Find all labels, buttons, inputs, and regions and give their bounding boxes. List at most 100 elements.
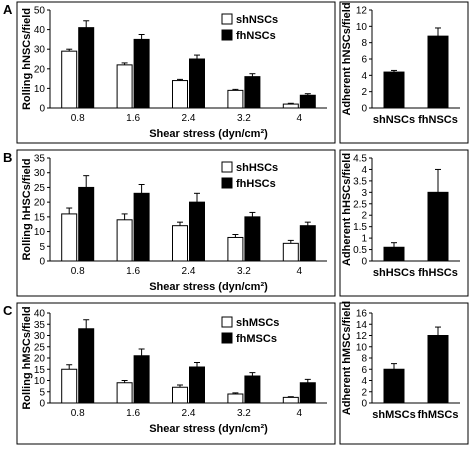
y-tick-label: 25 xyxy=(34,342,46,353)
bar-fhnscs xyxy=(133,38,150,109)
y-axis-label: Adherent hMSCs/field xyxy=(341,301,353,415)
y-tick-label: 6 xyxy=(361,55,367,66)
legend-label-fhhscs: fhHSCs xyxy=(236,178,276,190)
bar-fhhscs xyxy=(133,192,150,262)
legend-swatch-fhmscs xyxy=(221,332,233,344)
x-tick-label: 4 xyxy=(297,113,303,124)
panel-frame-left xyxy=(16,302,336,445)
y-tick-label: 0 xyxy=(361,104,367,115)
x-tick-label: 4 xyxy=(297,408,303,419)
bar-fhmscs xyxy=(133,355,150,404)
bar-shhscs xyxy=(116,219,133,262)
y-tick-label: 10 xyxy=(34,84,46,95)
legend-label-shnscs: shNSCs xyxy=(236,14,278,26)
bar-fhnscs xyxy=(299,94,316,109)
y-tick-label: 0 xyxy=(39,399,45,410)
y-tick-label: 3 xyxy=(361,188,367,199)
bar-shhscs xyxy=(61,213,78,262)
y-tick-label: 0 xyxy=(361,399,367,410)
bar-shnscs xyxy=(227,89,244,109)
y-axis-label: Rolling hMSCs/field xyxy=(21,306,33,409)
y-tick-label: 0.5 xyxy=(353,245,367,256)
x-tick-label: 1.6 xyxy=(126,408,140,419)
x-axis-label: Shear stress (dyn/cm²) xyxy=(149,281,268,293)
legend-swatch-shnscs xyxy=(221,13,233,25)
y-tick-label: 0 xyxy=(39,104,45,115)
x-tick-label: 0.8 xyxy=(71,113,85,124)
panel-frame-right xyxy=(339,1,469,144)
bar-shmscs xyxy=(383,368,405,404)
panel-label-a: A xyxy=(3,2,13,17)
bar-fhmscs xyxy=(244,375,261,404)
bar-fhnscs xyxy=(244,76,261,109)
y-tick-label: 40 xyxy=(34,309,46,320)
y-tick-label: 2 xyxy=(361,387,367,398)
y-tick-label: 4.5 xyxy=(353,154,367,165)
y-axis-label: Rolling hNSCs/field xyxy=(21,8,33,110)
y-tick-label: 14 xyxy=(356,320,368,331)
y-tick-label: 2.5 xyxy=(353,199,367,210)
y-tick-label: 3.5 xyxy=(353,176,367,187)
y-tick-label: 15 xyxy=(34,212,46,223)
bar-fhhscs xyxy=(299,225,316,262)
legend-label-fhmscs: fhMSCs xyxy=(236,333,277,345)
x-tick-label: 3.2 xyxy=(237,113,251,124)
y-tick-label: 30 xyxy=(34,168,46,179)
y-tick-label: 35 xyxy=(34,320,46,331)
x-tick-label: shMSCs xyxy=(372,409,415,421)
bar-fhmscs xyxy=(299,382,316,404)
y-tick-label: 2 xyxy=(361,87,367,98)
bar-fhhscs xyxy=(189,201,205,262)
y-tick-label: 10 xyxy=(356,22,368,33)
y-tick-label: 15 xyxy=(34,365,46,376)
legend-swatch-fhnscs xyxy=(221,29,233,41)
bar-shhscs xyxy=(383,246,405,262)
bar-fhnscs xyxy=(78,27,95,109)
y-tick-label: 6 xyxy=(361,365,367,376)
bar-fhmscs xyxy=(78,328,95,404)
legend-label-shhscs: shHSCs xyxy=(236,162,278,174)
bar-shmscs xyxy=(172,386,188,404)
y-tick-label: 30 xyxy=(34,331,46,342)
panel-label-c: C xyxy=(3,303,13,318)
bar-fhmscs xyxy=(427,335,449,404)
panel-label-b: B xyxy=(3,150,12,165)
panel-frame-right xyxy=(339,149,469,297)
legend-swatch-fhhscs xyxy=(221,177,233,189)
panel-frame-left xyxy=(16,1,336,144)
x-tick-label: fhHSCs xyxy=(418,267,458,279)
y-tick-label: 5 xyxy=(39,387,45,398)
y-axis-label: Adherent hNSCs/field xyxy=(341,2,353,115)
y-tick-label: 4 xyxy=(361,376,367,387)
legend-swatch-shhscs xyxy=(221,161,233,173)
chart-adherent-a: 0 2 4 6 8 10 12 shNSCs fhNSCs Adherent hNSCs/fiel… xyxy=(341,2,460,126)
bar-shhscs xyxy=(282,242,299,262)
bar-shnscs xyxy=(61,50,78,109)
chart-adherent-b: 00.511.522.533.544.5 shHSCs fhHSCs Adherent… xyxy=(341,153,460,279)
y-tick-label: 40 xyxy=(34,25,46,36)
y-tick-label: 4 xyxy=(361,165,367,176)
y-tick-label: 12 xyxy=(356,6,368,17)
x-tick-label: 3.2 xyxy=(237,408,251,419)
x-tick-label: 1.6 xyxy=(126,266,140,277)
y-tick-label: 8 xyxy=(361,38,367,49)
y-axis-label: Adherent hHSCs/field xyxy=(341,153,353,266)
x-axis-label: Shear stress (dyn/cm²) xyxy=(149,128,268,140)
y-tick-label: 1.5 xyxy=(353,222,367,233)
x-tick-label: 2.4 xyxy=(182,266,196,277)
bar-fhhscs xyxy=(78,186,95,262)
bar-shhscs xyxy=(227,236,244,262)
panel-frame-right xyxy=(339,302,469,445)
bar-fhmscs xyxy=(189,366,205,404)
y-tick-label: 8 xyxy=(361,354,367,365)
x-axis-label: Shear stress (dyn/cm²) xyxy=(149,423,268,435)
bar-shmscs xyxy=(227,393,244,404)
y-tick-label: 0 xyxy=(39,257,45,268)
x-tick-label: 0.8 xyxy=(71,408,85,419)
y-axis-label: Rolling hHSCs/field xyxy=(21,158,33,260)
bar-shnscs xyxy=(172,80,188,109)
bar-fhhscs xyxy=(244,216,261,262)
bar-fhnscs xyxy=(427,35,449,109)
